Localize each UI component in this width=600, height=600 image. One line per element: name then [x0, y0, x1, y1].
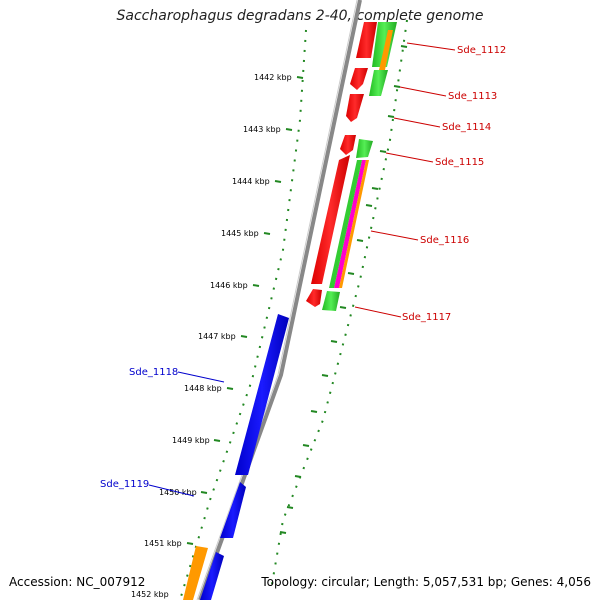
cds-feature[interactable]	[346, 94, 364, 122]
kbp-label: 1442 kbp	[254, 73, 292, 82]
kbp-label: 1444 kbp	[232, 177, 270, 186]
ruler-tick	[347, 272, 355, 275]
ruler-tick	[286, 506, 294, 509]
gene-label-sde-1115[interactable]: Sde_1115	[435, 157, 484, 168]
cds-feature[interactable]	[200, 552, 224, 600]
ruler-ticks	[186, 45, 408, 545]
gene-label-sde-1119[interactable]: Sde_1119	[100, 479, 149, 490]
ruler-tick	[186, 542, 194, 545]
leader-line	[354, 306, 402, 318]
ruler-tick	[339, 306, 347, 309]
ruler-tick	[240, 335, 248, 338]
cds-feature[interactable]	[235, 314, 289, 475]
misc-feature[interactable]	[334, 160, 366, 288]
ruler-tick	[400, 45, 408, 48]
ruler-tick	[387, 115, 395, 118]
kbp-label: 1448 kbp	[184, 384, 222, 393]
leader-line	[370, 230, 419, 241]
ruler-tick	[279, 531, 287, 534]
map-title: Saccharophagus degradans 2-40, complete …	[116, 8, 484, 24]
ruler-tick	[285, 128, 293, 131]
cds-feature[interactable]	[183, 546, 208, 600]
cds-feature[interactable]	[306, 289, 322, 307]
accession-label: Accession: NC_007912	[9, 575, 146, 589]
ruler-tick	[310, 410, 318, 413]
cds-feature[interactable]	[311, 155, 350, 284]
kbp-label: 1445 kbp	[221, 229, 259, 238]
ruler-tick	[296, 76, 304, 79]
leader-line	[177, 371, 225, 383]
misc-feature[interactable]	[379, 30, 393, 70]
genome-backbone-highlight	[196, 0, 358, 600]
ruler-tick	[274, 180, 282, 183]
leader-line	[406, 42, 456, 51]
ruler-tick	[200, 491, 208, 494]
leader-line	[385, 152, 434, 163]
ruler-tick	[330, 340, 338, 343]
ruler-tick	[393, 85, 401, 88]
kbp-label: 1443 kbp	[243, 125, 281, 134]
ruler-tick	[371, 187, 379, 190]
ruler-tick	[379, 150, 387, 153]
kbp-label: 1451 kbp	[144, 539, 182, 548]
left-ruler-line	[179, 29, 307, 600]
right-ruler-line	[270, 19, 408, 591]
leader-line	[393, 117, 441, 128]
misc-feature[interactable]	[356, 139, 373, 158]
ruler-tick	[213, 439, 221, 442]
gene-label-sde-1114[interactable]: Sde_1114	[442, 122, 491, 133]
misc-feature[interactable]	[322, 291, 340, 311]
leader-line	[399, 86, 447, 97]
topology-label: Topology: circular; Length: 5,057,531 bp…	[261, 575, 591, 589]
gene-label-sde-1112[interactable]: Sde_1112	[457, 45, 506, 56]
misc-feature[interactable]	[369, 70, 388, 96]
gene-label-sde-1113[interactable]: Sde_1113	[448, 91, 497, 102]
misc-feature[interactable]	[339, 160, 369, 288]
cds-feature[interactable]	[356, 22, 377, 58]
cds-feature[interactable]	[220, 482, 246, 538]
ruler-tick	[252, 284, 260, 287]
ruler-tick	[356, 239, 364, 242]
cds-feature[interactable]	[350, 68, 368, 90]
kbp-label: 1449 kbp	[172, 436, 210, 445]
ruler-tick	[302, 444, 310, 447]
ruler-tick	[294, 475, 302, 478]
ruler-tick	[263, 232, 271, 235]
kbp-label: 1447 kbp	[198, 332, 236, 341]
leader-line	[148, 484, 195, 497]
kbp-label: 1452 kbp	[131, 590, 169, 599]
gene-label-sde-1116[interactable]: Sde_1116	[420, 235, 469, 246]
kbp-labels: 1442 kbp 1443 kbp 1444 kbp 1445 kbp 1446…	[131, 73, 292, 599]
gene-label-sde-1118[interactable]: Sde_1118	[129, 367, 178, 378]
ruler-tick	[226, 387, 234, 390]
ruler-tick	[365, 204, 373, 207]
gene-label-sde-1117[interactable]: Sde_1117	[402, 312, 451, 323]
misc-feature[interactable]	[329, 160, 362, 288]
ruler-tick	[321, 374, 329, 377]
cds-feature[interactable]	[340, 135, 356, 155]
kbp-label: 1446 kbp	[210, 281, 248, 290]
